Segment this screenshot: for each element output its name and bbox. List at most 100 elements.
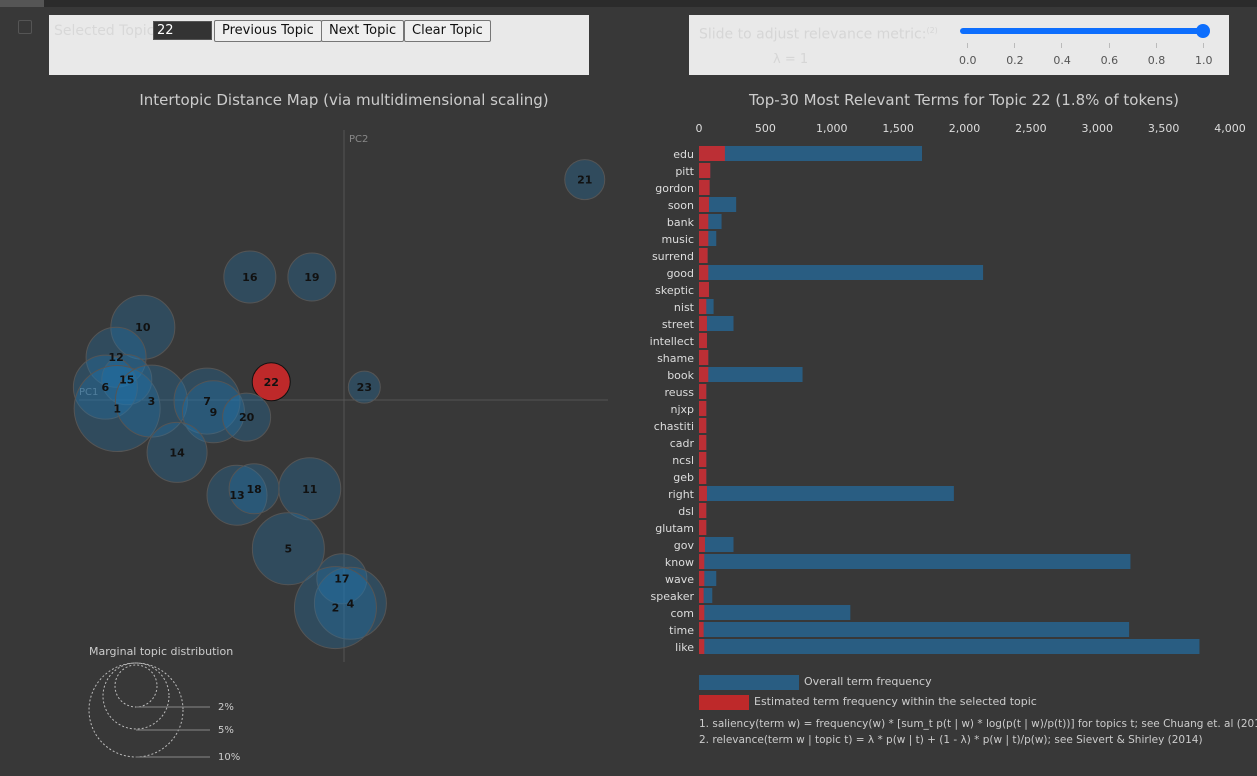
bar-estimated-cadr[interactable] (699, 435, 707, 450)
term-label-music[interactable]: music (661, 233, 694, 246)
bar-estimated-geb[interactable] (699, 469, 707, 484)
term-label-shame[interactable]: shame (657, 352, 694, 365)
bar-estimated-pitt[interactable] (699, 163, 711, 178)
bar-estimated-dsl[interactable] (699, 503, 707, 518)
bar-estimated-speaker[interactable] (699, 588, 704, 603)
bar-overall-like[interactable] (699, 639, 1200, 654)
topic-circle-4[interactable] (313, 566, 387, 640)
topic-circle-2[interactable] (293, 566, 377, 650)
bar-estimated-edu[interactable] (699, 146, 725, 161)
bar-overall-time[interactable] (699, 622, 1130, 637)
topic-circle-6[interactable] (72, 354, 138, 420)
bar-estimated-reuss[interactable] (699, 384, 707, 399)
bar-estimated-street[interactable] (699, 316, 707, 331)
term-label-bank[interactable]: bank (667, 216, 695, 229)
bar-estimated-know[interactable] (699, 554, 705, 569)
topic-circle-14[interactable] (146, 421, 208, 483)
bar-overall-book[interactable] (699, 367, 803, 382)
bar-estimated-soon[interactable] (699, 197, 709, 212)
term-label-soon[interactable]: soon (668, 199, 694, 212)
selected-topic-input[interactable] (153, 21, 212, 40)
bar-estimated-surrend[interactable] (699, 248, 708, 263)
term-label-like[interactable]: like (675, 641, 694, 654)
term-label-com[interactable]: com (671, 607, 695, 620)
bar-estimated-like[interactable] (699, 639, 705, 654)
term-label-speaker[interactable]: speaker (651, 590, 695, 603)
bar-estimated-ncsl[interactable] (699, 452, 707, 467)
topic-circle-19[interactable] (287, 252, 337, 302)
term-label-intellect[interactable]: intellect (650, 335, 695, 348)
bar-estimated-chastiti[interactable] (699, 418, 707, 433)
window-tab[interactable] (0, 0, 44, 7)
marginal-label-5: 5% (218, 725, 234, 736)
bar-overall-street[interactable] (699, 316, 734, 331)
term-label-chastiti[interactable]: chastiti (654, 420, 694, 433)
term-label-wave[interactable]: wave (665, 573, 694, 586)
bar-estimated-time[interactable] (699, 622, 704, 637)
bar-overall-right[interactable] (699, 486, 954, 501)
term-label-geb[interactable]: geb (673, 471, 694, 484)
term-label-reuss[interactable]: reuss (665, 386, 695, 399)
bar-estimated-good[interactable] (699, 265, 709, 280)
clear-topic-button[interactable]: Clear Topic (404, 20, 491, 42)
term-label-edu[interactable]: edu (673, 148, 694, 161)
term-label-book[interactable]: book (667, 369, 694, 382)
relevance-slider-track[interactable] (960, 28, 1203, 34)
bar-overall-edu[interactable] (699, 146, 923, 161)
bar-estimated-glutam[interactable] (699, 520, 707, 535)
term-label-njxp[interactable]: njxp (670, 403, 694, 416)
bar-estimated-skeptic[interactable] (699, 282, 709, 297)
topic-label-22: 22 (264, 376, 279, 389)
topic-circle-13[interactable] (206, 464, 268, 526)
term-label-time[interactable]: time (669, 624, 694, 637)
pc1-label: PC1 (79, 387, 98, 398)
topic-label-7: 7 (203, 395, 211, 408)
bar-overall-know[interactable] (699, 554, 1131, 569)
term-label-street[interactable]: street (662, 318, 695, 331)
bar-overall-gov[interactable] (699, 537, 734, 552)
relevance-slider-thumb[interactable] (1196, 24, 1210, 38)
legend-estimated-label: Estimated term frequency within the sele… (754, 695, 1037, 708)
term-label-dsl[interactable]: dsl (678, 505, 694, 518)
term-label-surrend[interactable]: surrend (652, 250, 694, 263)
topic-circle-16[interactable] (223, 250, 277, 304)
term-label-gordon[interactable]: gordon (655, 182, 694, 195)
bar-estimated-shame[interactable] (699, 350, 709, 365)
bar-estimated-njxp[interactable] (699, 401, 707, 416)
marginal-circle-5 (102, 662, 170, 730)
topic-circle-5[interactable] (251, 512, 325, 586)
bar-estimated-bank[interactable] (699, 214, 709, 229)
bar-overall-good[interactable] (699, 265, 984, 280)
term-label-glutam[interactable]: glutam (655, 522, 694, 535)
term-label-right[interactable]: right (668, 488, 695, 501)
term-label-know[interactable]: know (665, 556, 694, 569)
term-label-nist[interactable]: nist (674, 301, 695, 314)
topic-circle-21[interactable] (564, 159, 606, 201)
term-label-ncsl[interactable]: ncsl (672, 454, 694, 467)
topic-circle-17[interactable] (316, 553, 368, 605)
bar-overall-com[interactable] (699, 605, 851, 620)
topic-circle-22[interactable] (251, 362, 291, 402)
bar-estimated-com[interactable] (699, 605, 705, 620)
bar-estimated-gov[interactable] (699, 537, 705, 552)
topic-label-4: 4 (347, 597, 355, 610)
bar-estimated-wave[interactable] (699, 571, 705, 586)
term-label-skeptic[interactable]: skeptic (655, 284, 694, 297)
term-label-good[interactable]: good (667, 267, 694, 280)
topic-circle-20[interactable] (222, 392, 272, 442)
bar-estimated-book[interactable] (699, 367, 709, 382)
bar-estimated-gordon[interactable] (699, 180, 710, 195)
next-topic-button[interactable]: Next Topic (321, 20, 405, 42)
bar-estimated-intellect[interactable] (699, 333, 707, 348)
term-label-cadr[interactable]: cadr (670, 437, 695, 450)
bar-estimated-nist[interactable] (699, 299, 707, 314)
topic-circle-7[interactable] (173, 367, 241, 435)
topic-circle-1[interactable] (73, 365, 161, 453)
cell-gutter-icon[interactable] (18, 20, 32, 34)
term-label-pitt[interactable]: pitt (675, 165, 694, 178)
topic-circle-9[interactable] (181, 380, 245, 444)
bar-estimated-right[interactable] (699, 486, 707, 501)
bar-estimated-music[interactable] (699, 231, 709, 246)
topic-circle-23[interactable] (347, 370, 381, 404)
term-label-gov[interactable]: gov (674, 539, 695, 552)
